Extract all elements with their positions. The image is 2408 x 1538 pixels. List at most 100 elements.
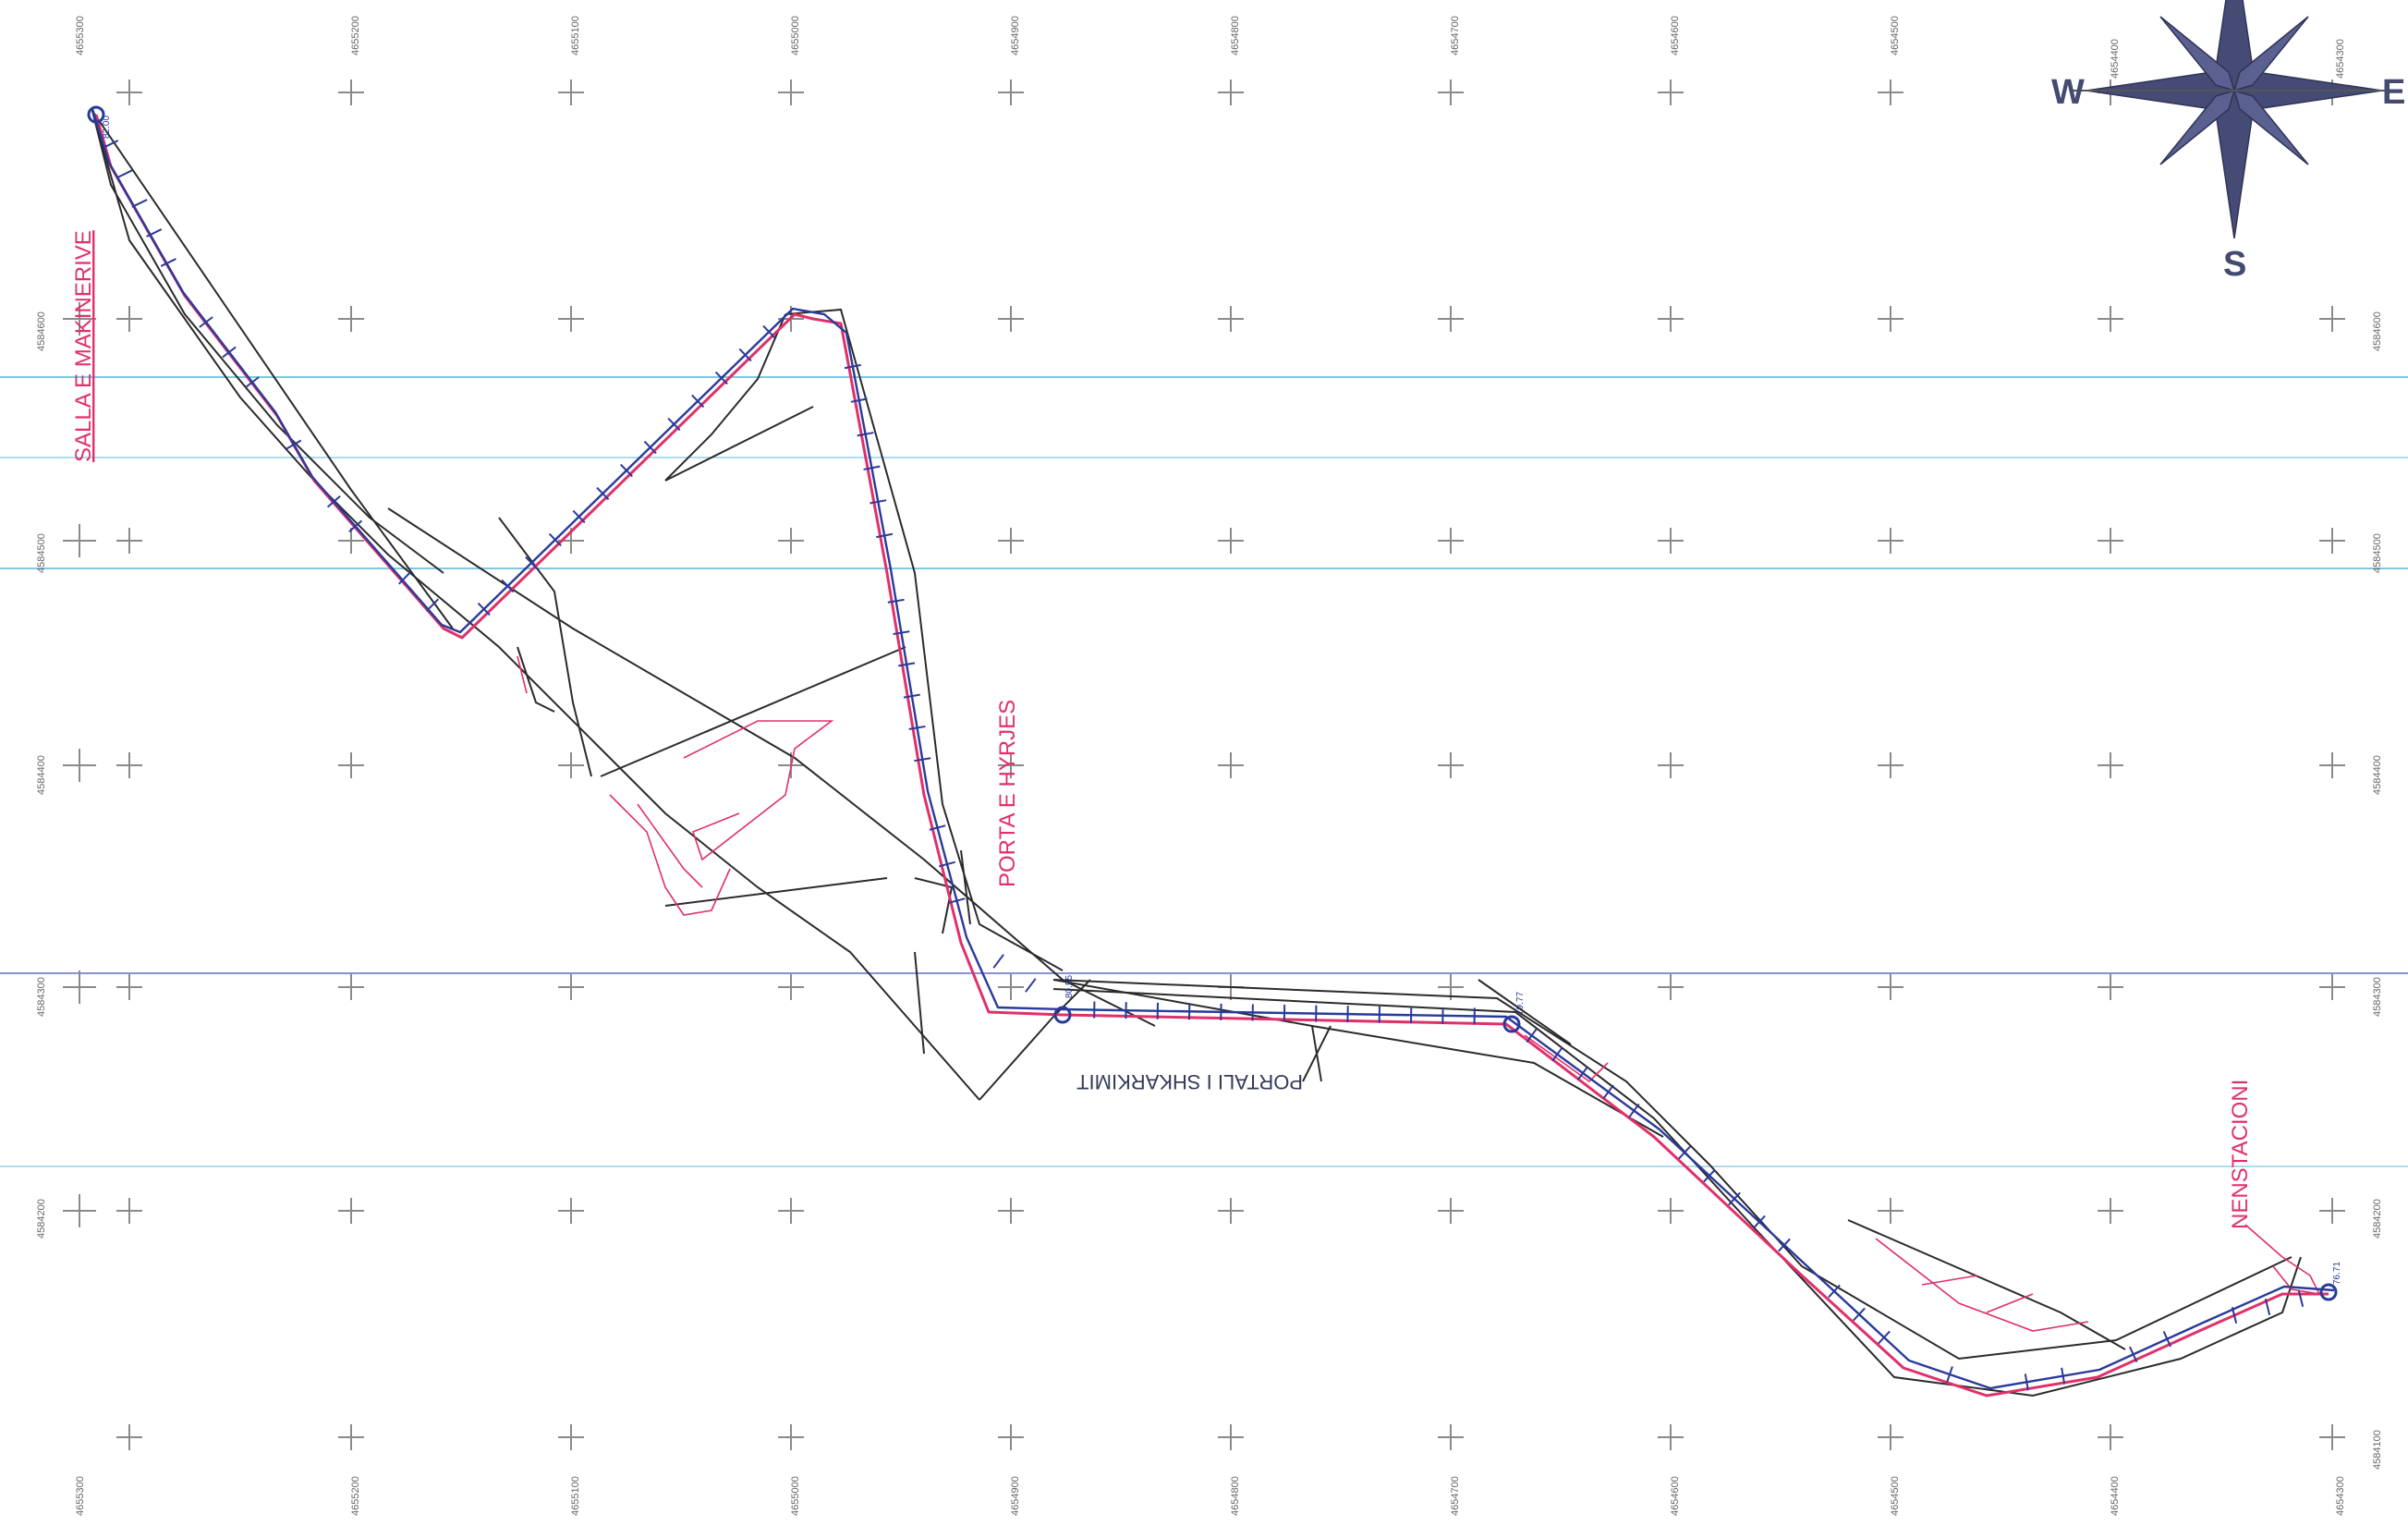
pink-details xyxy=(517,655,2321,1332)
route-tick xyxy=(1551,1046,1563,1062)
grid-cross xyxy=(558,79,584,105)
route-tick xyxy=(548,532,562,547)
bottom-tick-label: 4654700 xyxy=(1450,1476,1461,1516)
grid-cross xyxy=(338,752,364,778)
bottom-tick-label: 4655200 xyxy=(350,1476,361,1516)
route-tick xyxy=(1628,1103,1640,1118)
top-tick-label: 4654800 xyxy=(1230,16,1241,55)
route-tick xyxy=(850,397,868,403)
grid-cross xyxy=(778,1198,804,1224)
reference-lines xyxy=(0,376,2408,1167)
right-tick-label: 4584400 xyxy=(2372,755,2383,795)
route-tick xyxy=(1678,1145,1691,1160)
grid-cross xyxy=(63,302,96,336)
grid-cross xyxy=(558,1424,584,1450)
left-tick-label: 4584500 xyxy=(36,533,47,573)
bottom-tick-label: 4654900 xyxy=(1010,1476,1021,1516)
grid-cross xyxy=(1658,306,1684,332)
route-tick xyxy=(146,228,163,238)
grid-cross xyxy=(2319,1198,2345,1224)
route-tick xyxy=(425,598,440,612)
grid-cross xyxy=(998,752,1024,778)
left-tick-label: 4584200 xyxy=(36,1199,47,1239)
grid-cross xyxy=(1878,528,1903,554)
grid-cross xyxy=(1658,1198,1684,1224)
survey-point-label: 79.77 xyxy=(1515,992,1526,1015)
bottom-tick-label: 4655300 xyxy=(75,1476,86,1516)
route-tick xyxy=(501,579,515,593)
grid-cross xyxy=(1218,79,1244,105)
left-tick-label: 4584400 xyxy=(36,755,47,795)
route-tick xyxy=(903,693,920,699)
survey-point-marker xyxy=(2319,1283,2338,1301)
route-tick xyxy=(1576,1066,1589,1080)
grid-cross xyxy=(63,524,96,557)
grid-cross xyxy=(558,752,584,778)
route-ticks xyxy=(103,140,2305,1391)
grid-cross xyxy=(1658,752,1684,778)
route-tick xyxy=(857,432,874,437)
grid-cross xyxy=(338,1424,364,1450)
grid-cross xyxy=(338,306,364,332)
survey-point-marker xyxy=(1053,1006,1072,1024)
route-tick xyxy=(160,258,176,267)
bottom-tick-label: 4654800 xyxy=(1230,1476,1241,1516)
route-tick xyxy=(898,662,916,667)
grid-cross xyxy=(116,528,142,554)
right-tick-label: 4584500 xyxy=(2372,533,2383,573)
survey-point-label: 82.00 xyxy=(102,116,112,139)
bottom-tick-label: 4655000 xyxy=(790,1476,801,1516)
top-tick-label: 4654300 xyxy=(2335,39,2346,79)
route-tick xyxy=(2129,1346,2138,1362)
route-tick xyxy=(2297,1290,2305,1307)
grid-cross xyxy=(1438,1198,1464,1224)
grid-cross xyxy=(338,79,364,105)
compass-east-letter: E xyxy=(2382,73,2405,112)
route-tick xyxy=(1526,1028,1538,1044)
route-tick xyxy=(477,602,491,616)
leader-line-portali xyxy=(1302,1025,1332,1082)
route-tick xyxy=(2061,1367,2066,1385)
grid-cross xyxy=(1658,79,1684,105)
survey-points xyxy=(87,105,2338,1301)
grid-cross xyxy=(778,528,804,554)
route-tick xyxy=(103,140,119,149)
grid-cross xyxy=(2319,306,2345,332)
grid-cross xyxy=(63,749,96,782)
grid-cross xyxy=(2098,1424,2123,1450)
grid-cross xyxy=(2319,528,2345,554)
main-route xyxy=(91,108,2335,1398)
route-tick xyxy=(948,897,966,904)
compass-rose: W E S xyxy=(2051,0,2405,284)
route-tick xyxy=(1753,1215,1766,1229)
survey-point-label: 76.71 xyxy=(2332,1262,2342,1285)
label-nenstacioni: NENSTACIONI xyxy=(2228,1080,2253,1229)
grid-cross xyxy=(116,1424,142,1450)
route-tick xyxy=(893,630,910,636)
label-portali-i-shkarkimit: PORTALI I SHKARKIMIT xyxy=(1076,1070,1303,1093)
compass-west-letter: W xyxy=(2051,73,2085,112)
right-tick-label: 4584600 xyxy=(2372,311,2383,351)
grid-cross xyxy=(338,974,364,1000)
route-tick xyxy=(1703,1168,1716,1183)
route-tick xyxy=(939,861,955,868)
grid-cross xyxy=(2098,1198,2123,1224)
grid-cross xyxy=(116,79,142,105)
grid-cross xyxy=(116,752,142,778)
bottom-tick-label: 4654300 xyxy=(2335,1476,2346,1516)
grid-cross xyxy=(1878,1424,1903,1450)
label-porta-e-hyrjes: PORTA E HYRJES xyxy=(995,700,1020,887)
grid-cross xyxy=(1438,528,1464,554)
route-tick xyxy=(2231,1307,2238,1324)
grid-crosses xyxy=(63,79,2345,1450)
grid-cross xyxy=(1438,79,1464,105)
route-tick xyxy=(2264,1299,2271,1315)
grid-cross xyxy=(1218,1424,1244,1450)
grid-cross xyxy=(1218,752,1244,778)
route-tick xyxy=(596,486,610,501)
route-tick xyxy=(643,440,657,455)
grid-cross xyxy=(338,528,364,554)
top-tick-label: 4655000 xyxy=(790,16,801,55)
grid-cross xyxy=(2098,306,2123,332)
grid-cross xyxy=(1438,752,1464,778)
